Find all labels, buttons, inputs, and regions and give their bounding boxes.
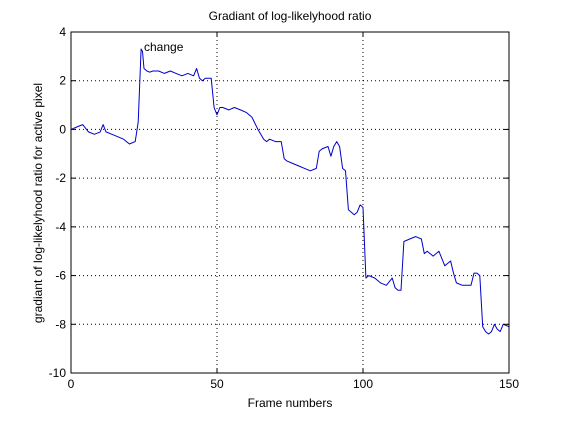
data-line (70, 48, 510, 335)
x-tick-label: 50 (210, 377, 224, 391)
y-tick-label: -4 (55, 220, 66, 234)
axis-ticks (70, 31, 510, 374)
plot-frame (70, 31, 510, 374)
y-tick-label: 2 (59, 74, 66, 88)
change-annotation: change (144, 40, 184, 54)
y-tick-label: 0 (59, 122, 66, 136)
grid-lines (71, 32, 509, 373)
chart-title: Gradiant of log-likelyhood ratio (209, 9, 372, 23)
y-tick-label: -8 (55, 317, 66, 331)
x-axis-label: Frame numbers (248, 396, 333, 410)
x-tick-label: 150 (499, 377, 519, 391)
y-tick-label: -10 (49, 366, 67, 380)
x-tick-labels: 0 50 100 150 (68, 377, 520, 391)
y-tick-label: -2 (55, 171, 66, 185)
y-tick-labels: -10 -8 -6 -4 -2 0 2 4 (49, 25, 67, 380)
y-axis-label: gradiant of log-likelyhood ratio for act… (31, 83, 45, 323)
y-tick-label: -6 (55, 269, 66, 283)
x-tick-label: 100 (353, 377, 373, 391)
x-tick-label: 0 (68, 377, 75, 391)
y-tick-label: 4 (59, 25, 66, 39)
data-line-layer (70, 48, 510, 335)
